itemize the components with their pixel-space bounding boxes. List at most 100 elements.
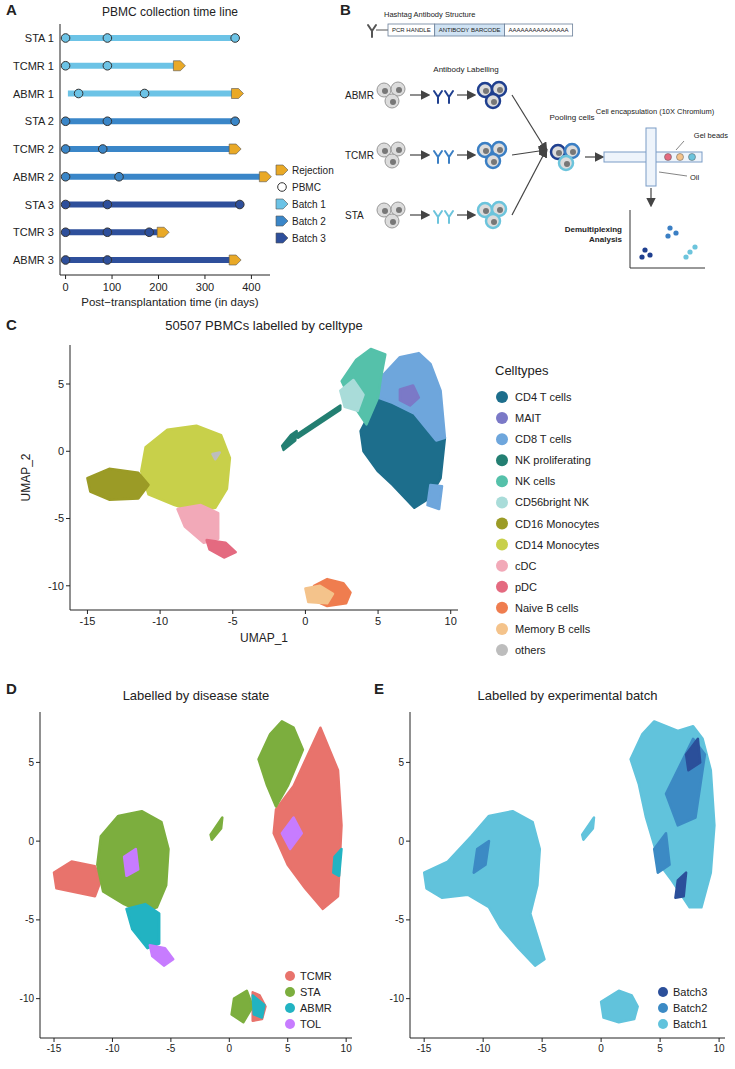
pbmc-point <box>74 89 83 98</box>
mini-axis <box>630 210 631 268</box>
pbmc-point <box>140 89 149 98</box>
arrow <box>650 188 651 205</box>
follow-up-line <box>68 91 238 97</box>
tick <box>36 998 40 999</box>
plot-area <box>61 34 271 265</box>
follow-up-line <box>66 63 180 69</box>
tick <box>251 275 252 279</box>
cell-nucleus <box>390 219 396 225</box>
legend-label: Batch 1 <box>292 199 326 210</box>
tick <box>170 1038 171 1042</box>
legend-label: NK proliferating <box>515 454 591 466</box>
pbmc-point <box>103 61 112 70</box>
cell-cluster <box>340 380 363 411</box>
row-label: STA 1 <box>25 32 54 44</box>
output-line: Demultiplexing <box>565 225 622 234</box>
mini-point <box>647 252 652 257</box>
tick-label: 5 <box>398 757 404 768</box>
axis-title: UMAP_2 <box>19 453 33 501</box>
cell-nucleus <box>483 148 489 154</box>
legend-label: CD16 Monocytes <box>515 518 600 530</box>
callout: Oil <box>690 173 700 182</box>
tick <box>346 1038 347 1042</box>
legend-swatch <box>658 1003 668 1013</box>
antibody-icon <box>445 151 453 163</box>
mini-point <box>665 233 670 238</box>
mini-point <box>683 254 688 259</box>
follow-up-line <box>66 257 236 263</box>
tick <box>406 841 410 842</box>
legend-label: CD14 Monocytes <box>515 539 600 551</box>
legend-label: pDC <box>515 581 537 593</box>
tick-label: -5 <box>25 914 34 925</box>
antibody-icon <box>445 91 453 103</box>
legend-label: CD56bright NK <box>515 496 590 508</box>
cell-nucleus <box>382 208 388 214</box>
legend-label: others <box>515 644 546 656</box>
tick-label: 0 <box>598 1043 604 1054</box>
rejection-marker <box>259 172 271 182</box>
tick-label: 0 <box>302 615 308 627</box>
tick <box>66 384 70 385</box>
legend-label: Naive B cells <box>515 602 579 614</box>
row-label: STA 3 <box>25 199 54 211</box>
legend-label: Memory B cells <box>515 623 591 635</box>
tick <box>287 1038 288 1042</box>
tick <box>305 610 306 614</box>
row-label: TCMR 3 <box>13 226 54 238</box>
tick-label: -10 <box>390 993 405 1004</box>
plot-area <box>87 349 445 606</box>
axis-title: Post−transplantation time (in days) <box>81 296 259 308</box>
row-label: STA 2 <box>25 115 54 127</box>
x-axis <box>70 610 458 611</box>
tick-label: -10 <box>476 1043 491 1054</box>
panel-label: E <box>374 680 384 697</box>
tick <box>450 610 451 614</box>
cell-nucleus <box>491 159 497 165</box>
tick <box>229 1038 230 1042</box>
legend-label: NK cells <box>515 475 556 487</box>
tick <box>542 1038 543 1042</box>
tick-label: -10 <box>48 580 64 592</box>
mini-point <box>692 244 697 249</box>
group-label: STA <box>345 210 364 221</box>
step-label: Antibody Labelling <box>433 65 498 74</box>
panel-label: D <box>6 680 17 697</box>
connector <box>376 30 388 31</box>
tick <box>424 1038 425 1042</box>
structure-title: Hashtag Antibody Structure <box>384 10 475 19</box>
pbmc-point <box>61 200 70 209</box>
legend-swatch <box>285 1003 295 1013</box>
title: Labelled by experimental batch <box>478 688 658 703</box>
legend-label: STA <box>300 986 321 998</box>
legend-label: Batch3 <box>673 986 707 998</box>
tick <box>66 585 70 586</box>
tick-label: -15 <box>47 1043 62 1054</box>
tick-label: 5 <box>657 1043 663 1054</box>
follow-up-line <box>66 174 266 180</box>
legend-label: TCMR <box>300 970 332 982</box>
legend-label: ABMR <box>300 1002 332 1014</box>
tick <box>36 762 40 763</box>
tick-label: 10 <box>714 1043 726 1054</box>
cell-cluster <box>54 728 342 1021</box>
follow-up-line <box>66 202 240 208</box>
cell-nucleus <box>396 147 402 153</box>
tick <box>204 275 205 279</box>
y-axis <box>40 712 41 1038</box>
cell-nucleus <box>382 148 388 154</box>
tick-label: 10 <box>341 1043 353 1054</box>
cell-nucleus <box>483 88 489 94</box>
tick <box>36 841 40 842</box>
legend-swatch <box>496 475 508 487</box>
cell-cluster <box>305 586 333 604</box>
tick-label: 300 <box>196 281 214 293</box>
barcode-segment: AAAAAAAAAAAAAAA <box>505 24 573 36</box>
tick <box>65 275 66 279</box>
tick-label: -15 <box>417 1043 432 1054</box>
cell-cluster <box>87 469 148 500</box>
legend-swatch <box>496 391 508 403</box>
cell-cluster <box>127 849 342 1018</box>
plot-area <box>424 721 714 1022</box>
legend-swatch <box>496 518 508 530</box>
